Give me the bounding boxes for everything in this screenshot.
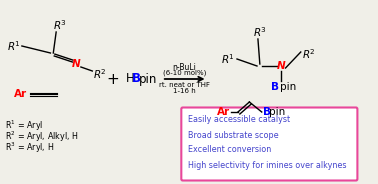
Text: N: N [276,61,285,71]
Text: $R^1$: $R^1$ [222,52,235,66]
Text: R$^{3}$ = Aryl, H: R$^{3}$ = Aryl, H [5,141,54,155]
Text: 1-16 h: 1-16 h [173,88,196,94]
Text: $R^2$: $R^2$ [302,47,316,61]
Text: +: + [106,72,119,86]
Text: Excellent conversion: Excellent conversion [187,146,271,155]
Text: pin: pin [280,82,296,92]
Text: High selectivity for imines over alkynes: High selectivity for imines over alkynes [187,160,346,169]
Text: Broad substrate scope: Broad substrate scope [187,130,278,139]
Text: n-BuLi: n-BuLi [173,63,197,72]
Text: R$^{2}$ = Aryl, Alkyl, H: R$^{2}$ = Aryl, Alkyl, H [5,130,78,144]
Text: R$^{1}$ = Aryl: R$^{1}$ = Aryl [5,119,43,133]
Text: B: B [263,107,271,117]
Text: H: H [125,72,135,86]
Text: pin: pin [270,107,286,117]
Text: B: B [132,72,141,86]
Text: pin: pin [139,72,157,86]
Text: (6-10 mol%): (6-10 mol%) [163,70,206,76]
Text: $R^1$: $R^1$ [7,39,21,53]
Text: Easily accessible catalyst: Easily accessible catalyst [187,116,290,125]
Text: N: N [72,59,81,69]
FancyBboxPatch shape [181,107,357,181]
Text: $R^2$: $R^2$ [93,67,107,81]
Text: Ar: Ar [14,89,28,99]
Text: B: B [271,82,279,92]
Text: $R^3$: $R^3$ [253,25,267,39]
Text: rt. neat or THF: rt. neat or THF [159,82,210,88]
Text: $R^3$: $R^3$ [53,18,67,32]
Text: Ar: Ar [217,107,230,117]
